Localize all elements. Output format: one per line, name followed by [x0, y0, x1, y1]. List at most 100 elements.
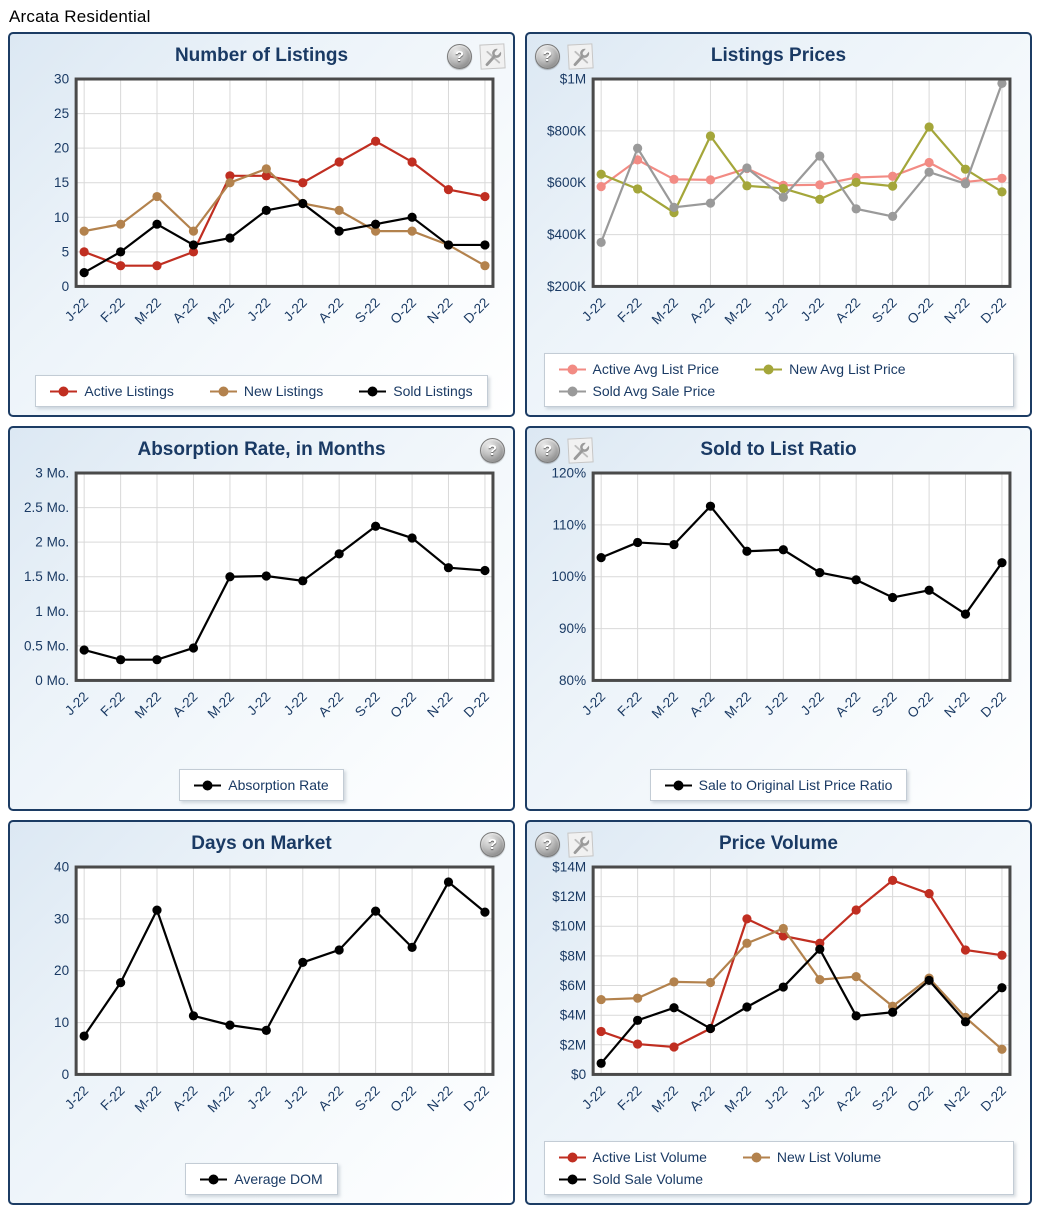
customize-icon[interactable] [567, 42, 594, 70]
svg-text:80%: 80% [559, 673, 586, 688]
svg-text:15: 15 [54, 175, 69, 190]
svg-text:$14M: $14M [552, 861, 586, 875]
panel-icons: ? [480, 831, 505, 857]
legend-box: Active Avg List Price New Avg List Price S… [543, 353, 1014, 407]
page-title: Arcata Residential [9, 7, 151, 26]
svg-text:F-22: F-22 [97, 1083, 127, 1113]
legend-item-label: New Listings [243, 383, 324, 399]
svg-text:100%: 100% [552, 569, 587, 584]
svg-text:$2M: $2M [560, 1037, 586, 1052]
chart-canvas: 0 5 10 15 20 25 30 J-22 F-22 M-22 A-22 M-22 J-22 J-22… [18, 73, 505, 339]
legend-item-label: New Avg List Price [789, 361, 906, 377]
chart-canvas: 0 Mo. 0.5 Mo. 1 Mo. 1.5 Mo. 2 Mo. 2.5 Mo. 3 Mo… [18, 467, 505, 733]
chart-legend: Active List Volume New List Volume Sold Sa… [535, 1141, 1022, 1195]
legend-marker-icon [558, 1174, 586, 1184]
svg-text:30: 30 [54, 73, 69, 87]
svg-text:F-22: F-22 [614, 689, 644, 719]
legend-item: Absorption Rate [194, 777, 329, 793]
svg-text:$0: $0 [571, 1067, 586, 1082]
panel-icons: ? [535, 436, 594, 464]
svg-text:J-22: J-22 [281, 1083, 310, 1112]
svg-text:N-22: N-22 [424, 295, 455, 326]
svg-text:F-22: F-22 [614, 295, 644, 325]
legend-item: Average DOM [200, 1171, 323, 1187]
svg-text:N-22: N-22 [424, 689, 455, 720]
panel-absorption-rate: Absorption Rate, in Months ? 0 Mo. 0.5 Mo… [8, 426, 515, 811]
chart-svg: $200K$400K$600K$800K$1MJ-22 F-22 M-22 A-22 M… [547, 73, 1012, 327]
customize-icon[interactable] [567, 436, 594, 464]
svg-text:S-22: S-22 [869, 689, 900, 720]
panel-icons: ? [447, 42, 506, 70]
legend-item-label: Sold Listings [393, 383, 473, 399]
legend-item: New List Volume [742, 1149, 881, 1165]
panel-header: Price Volume ? [535, 827, 1022, 861]
svg-text:S-22: S-22 [352, 1083, 383, 1114]
legend-item-label: Active Avg List Price [592, 361, 720, 377]
customize-icon[interactable] [479, 42, 506, 70]
panel-icons: ? [535, 42, 594, 70]
svg-text:J-22: J-22 [798, 295, 827, 324]
svg-text:$800K: $800K [547, 123, 586, 138]
legend-item: New Avg List Price [755, 361, 906, 377]
svg-text:A-22: A-22 [832, 1083, 863, 1114]
help-icon[interactable]: ? [535, 437, 560, 463]
svg-text:30: 30 [54, 911, 69, 926]
svg-text:J-22: J-22 [761, 1083, 790, 1112]
svg-text:N-22: N-22 [424, 1083, 455, 1114]
svg-text:J-22: J-22 [62, 689, 91, 718]
svg-text:$200K: $200K [547, 279, 586, 294]
legend-marker-icon [558, 1152, 586, 1162]
help-icon[interactable]: ? [535, 831, 560, 857]
dashboard-grid: Number of Listings ? 0 5 10 15 20 25 30 J-22 F-2… [0, 32, 1040, 1205]
svg-text:A-22: A-22 [170, 295, 201, 326]
svg-text:O-22: O-22 [387, 1083, 419, 1115]
chart-title: Listings Prices [710, 45, 847, 66]
customize-icon[interactable] [567, 830, 594, 858]
svg-text:J-22: J-22 [761, 295, 790, 324]
chart-canvas: 0 10 20 30 40 J-22 F-22 M-22 A-22 M-22 J-22 J-22 A-2… [18, 861, 505, 1127]
svg-text:S-22: S-22 [869, 295, 900, 326]
help-icon[interactable]: ? [480, 437, 505, 463]
panel-sold-to-list-ratio: Sold to List Ratio ? 80% 90% 100% 110% 120% J… [525, 426, 1032, 811]
svg-text:D-22: D-22 [978, 1083, 1009, 1114]
svg-text:N-22: N-22 [941, 1083, 972, 1114]
svg-text:$4M: $4M [560, 1008, 586, 1023]
help-icon[interactable]: ? [447, 43, 472, 69]
svg-text:2.5 Mo.: 2.5 Mo. [24, 500, 69, 515]
svg-text:O-22: O-22 [387, 689, 419, 721]
svg-text:D-22: D-22 [461, 1083, 492, 1114]
panel-days-on-market: Days on Market ? 0 10 20 30 40 J-22 F-22 M-22 A-… [8, 820, 515, 1205]
legend-marker-icon [558, 386, 586, 396]
legend-box: Absorption Rate [179, 769, 344, 801]
svg-text:J-22: J-22 [761, 689, 790, 718]
panel-icons: ? [535, 830, 594, 858]
svg-text:O-22: O-22 [387, 295, 419, 327]
svg-text:0: 0 [62, 279, 70, 294]
legend-item: Sold Listings [359, 383, 473, 399]
help-icon[interactable]: ? [480, 831, 505, 857]
svg-text:110%: 110% [553, 517, 587, 532]
chart-title: Absorption Rate, in Months [137, 439, 386, 460]
svg-text:120%: 120% [552, 467, 587, 481]
svg-text:A-22: A-22 [832, 689, 863, 720]
legend-item: New Listings [209, 383, 324, 399]
help-icon[interactable]: ? [535, 43, 560, 69]
svg-text:20: 20 [54, 963, 69, 978]
legend-item-label: Active Listings [84, 383, 174, 399]
svg-text:J-22: J-22 [244, 1083, 273, 1112]
svg-text:S-22: S-22 [352, 689, 383, 720]
svg-text:F-22: F-22 [97, 689, 127, 719]
svg-text:J-22: J-22 [244, 689, 273, 718]
chart-canvas: 80% 90% 100% 110% 120% J-22 F-22 M-22 A-22 M-22 J-… [535, 467, 1022, 733]
svg-text:A-22: A-22 [170, 1083, 201, 1114]
legend-item: Active List Volume [558, 1149, 707, 1165]
svg-text:J-22: J-22 [798, 1083, 827, 1112]
legend-item-label: Average DOM [234, 1171, 323, 1187]
svg-text:M-22: M-22 [722, 1083, 754, 1115]
svg-text:10: 10 [54, 1015, 69, 1030]
svg-text:F-22: F-22 [614, 1083, 644, 1113]
legend-item-label: Sale to Original List Price Ratio [698, 777, 893, 793]
svg-text:A-22: A-22 [170, 689, 201, 720]
panel-header: Sold to List Ratio ? [535, 433, 1022, 467]
panel-price-volume: Price Volume ? $0 $2M $4M $6M $8M $10M $12M $14… [525, 820, 1032, 1205]
